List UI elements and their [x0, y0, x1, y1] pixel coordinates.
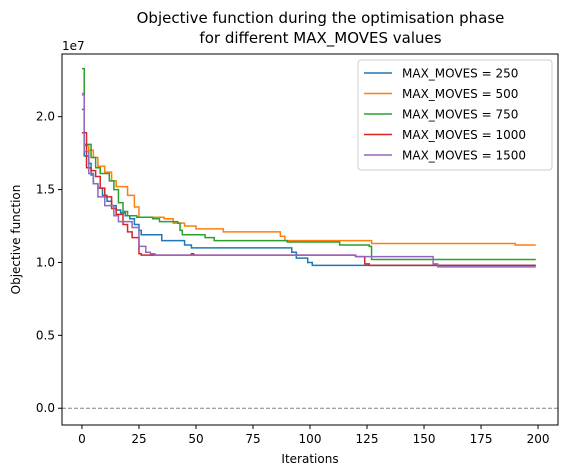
y-axis-label: Objective function [9, 185, 23, 295]
x-axis-label: Iterations [281, 452, 338, 466]
y-tick-label: 0.5 [36, 328, 55, 342]
x-tick-label: 75 [245, 432, 260, 446]
y-tick-label: 0.0 [36, 401, 55, 415]
y-tick-label: 1.5 [36, 183, 55, 197]
x-tick-label: 50 [188, 432, 203, 446]
x-tick-label: 125 [356, 432, 379, 446]
legend-label-4: MAX_MOVES = 1500 [402, 149, 526, 163]
legend-label-2: MAX_MOVES = 750 [402, 108, 518, 122]
series-group [62, 67, 558, 409]
x-axis-ticks: 0 25 50 75 100 125 150 175 200 [78, 425, 549, 446]
y-axis-ticks: 0.0 0.5 1.0 1.5 2.0 [36, 110, 62, 415]
plot-area [61, 53, 559, 426]
legend: MAX_MOVES = 250 MAX_MOVES = 500 MAX_MOVES … [357, 59, 553, 171]
x-tick-label: 100 [299, 432, 322, 446]
y-tick-label: 1.0 [36, 255, 55, 269]
legend-box [357, 59, 553, 171]
series-line-2 [81, 67, 536, 261]
x-tick-label: 200 [527, 432, 550, 446]
x-tick-label: 25 [131, 432, 146, 446]
legend-label-1: MAX_MOVES = 500 [402, 87, 518, 101]
legend-label-3: MAX_MOVES = 1000 [402, 128, 526, 142]
x-tick-label: 0 [78, 432, 86, 446]
y-exponent-label: 1e7 [62, 39, 85, 53]
legend-label-0: MAX_MOVES = 250 [402, 67, 518, 81]
chart-subtitle: for different MAX_MOVES values [199, 29, 441, 48]
series-line-4 [81, 94, 536, 268]
y-tick-label: 2.0 [36, 110, 55, 124]
chart-title: Objective function during the optimisati… [137, 9, 505, 27]
x-tick-label: 175 [470, 432, 493, 446]
x-tick-label: 150 [413, 432, 436, 446]
